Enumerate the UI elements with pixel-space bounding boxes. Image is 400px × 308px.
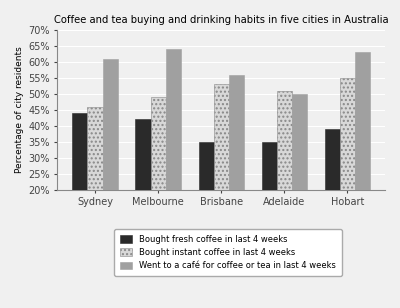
- Bar: [229, 75, 244, 190]
- Bar: [325, 129, 340, 190]
- Bar: [198, 142, 214, 190]
- Bar: [88, 107, 103, 190]
- Bar: [136, 120, 150, 190]
- Bar: [103, 59, 118, 190]
- Bar: [150, 97, 166, 190]
- Legend: Bought fresh coffee in last 4 weeks, Bought instant coffee in last 4 weeks, Went: Bought fresh coffee in last 4 weeks, Bou…: [114, 229, 342, 276]
- Bar: [340, 78, 355, 190]
- Bar: [166, 49, 181, 190]
- Bar: [277, 91, 292, 190]
- Bar: [355, 52, 370, 190]
- Bar: [214, 84, 229, 190]
- Bar: [72, 113, 88, 190]
- Bar: [292, 94, 307, 190]
- Title: Coffee and tea buying and drinking habits in five cities in Australia: Coffee and tea buying and drinking habit…: [54, 15, 388, 25]
- Bar: [262, 142, 277, 190]
- Y-axis label: Percentage of city residents: Percentage of city residents: [15, 47, 24, 173]
